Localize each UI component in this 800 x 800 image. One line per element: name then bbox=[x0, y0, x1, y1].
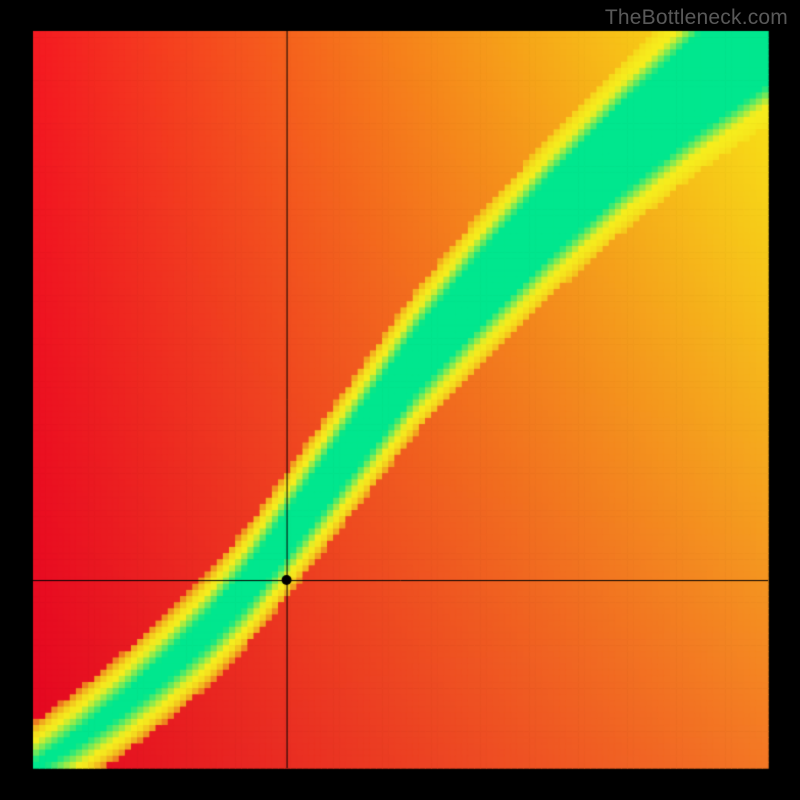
bottleneck-heatmap-canvas bbox=[0, 0, 800, 800]
chart-stage: TheBottleneck.com bbox=[0, 0, 800, 800]
watermark-text: TheBottleneck.com bbox=[605, 6, 788, 30]
